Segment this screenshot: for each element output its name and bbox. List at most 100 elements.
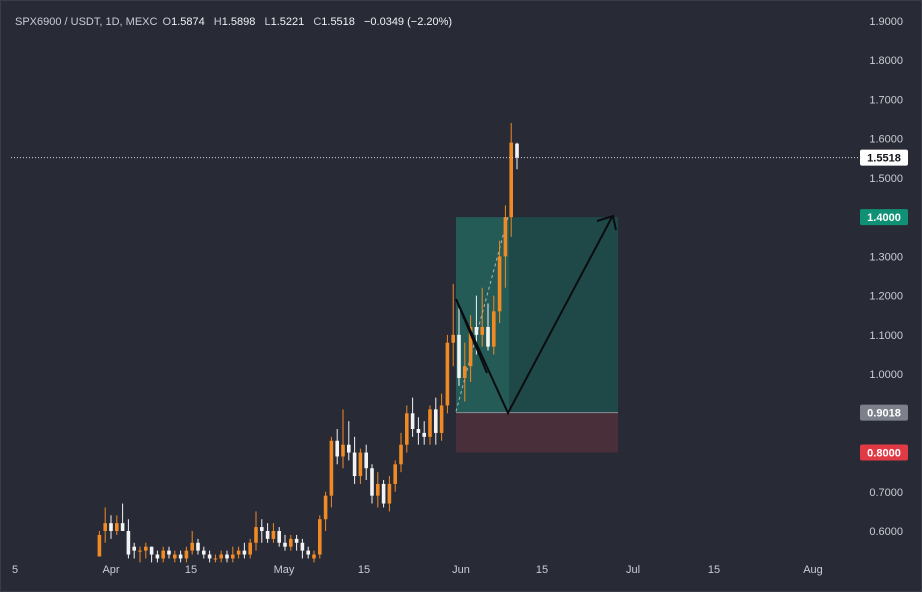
candle-body bbox=[393, 464, 397, 484]
candle-body bbox=[196, 542, 200, 551]
candle-body bbox=[358, 452, 363, 477]
candle-body bbox=[381, 483, 386, 504]
candle-body bbox=[109, 523, 113, 531]
projection-path[interactable] bbox=[455, 216, 613, 416]
candle-body bbox=[410, 413, 415, 429]
low-value: 1.5221 bbox=[270, 16, 305, 28]
candle-body bbox=[236, 550, 241, 555]
candle-body bbox=[254, 527, 258, 543]
candle-body bbox=[352, 452, 357, 477]
y-tick-label: 1.2000 bbox=[869, 291, 903, 303]
candle-body bbox=[509, 142, 513, 218]
x-tick-label: 15 bbox=[358, 564, 370, 576]
candle-body bbox=[178, 554, 183, 559]
candle-body bbox=[225, 554, 229, 559]
y-tick-label: 1.0000 bbox=[869, 369, 903, 381]
candle-body bbox=[468, 327, 473, 367]
x-tick-label: Jul bbox=[626, 564, 640, 576]
symbol-label: SPX6900 / USDT, 1D, MEXC bbox=[15, 16, 158, 28]
candle-body bbox=[97, 534, 102, 557]
target-price-label: 1.4000 bbox=[867, 212, 901, 224]
candle-body bbox=[231, 554, 235, 559]
x-tick-label: 15 bbox=[708, 564, 720, 576]
candle-body bbox=[480, 327, 484, 335]
change-value: −0.0349 (−2.20%) bbox=[363, 16, 453, 28]
candle-body bbox=[428, 409, 432, 437]
last-price-badge bbox=[860, 149, 908, 166]
candle-body bbox=[184, 550, 189, 559]
candle-body bbox=[457, 334, 461, 378]
candle-body bbox=[126, 531, 131, 555]
candle-body bbox=[405, 413, 409, 445]
entry-price-badge bbox=[860, 404, 908, 421]
candle-body bbox=[132, 546, 136, 551]
candle-body bbox=[144, 546, 148, 551]
stop-price-label: 0.8000 bbox=[867, 448, 901, 460]
candle-body bbox=[294, 538, 299, 543]
close-value: 1.5518 bbox=[321, 16, 355, 28]
chart-legend: SPX6900 / USDT, 1D, MEXC O1.5874 H1.5898… bbox=[15, 16, 458, 28]
candle-body bbox=[341, 444, 345, 457]
y-tick-label: 1.5000 bbox=[869, 173, 903, 185]
entry-price-label: 0.9018 bbox=[867, 408, 901, 420]
candle-body bbox=[329, 440, 334, 496]
candle-body bbox=[439, 405, 444, 433]
candle-body bbox=[463, 366, 467, 378]
candle-body bbox=[376, 483, 380, 496]
candle-body bbox=[364, 452, 368, 469]
x-tick-label: Apr bbox=[102, 564, 119, 576]
candle-body bbox=[486, 327, 490, 347]
projection-arrowhead bbox=[596, 214, 617, 231]
candle-body bbox=[323, 495, 328, 520]
y-tick-label: 1.9000 bbox=[869, 16, 903, 28]
x-tick-label: 15 bbox=[185, 564, 197, 576]
x-tick-label: Aug bbox=[803, 564, 823, 576]
candle-body bbox=[445, 342, 450, 406]
candle-body bbox=[248, 542, 252, 555]
y-tick-label: 1.1000 bbox=[869, 330, 903, 342]
high-value: 1.5898 bbox=[221, 16, 256, 28]
candle-body bbox=[515, 143, 519, 158]
loss-zone[interactable] bbox=[456, 412, 618, 453]
candle-body bbox=[149, 546, 154, 555]
candle-body bbox=[271, 531, 276, 539]
candle-body bbox=[120, 523, 125, 531]
y-tick-label: 0.6000 bbox=[869, 526, 903, 538]
candle-body bbox=[190, 542, 194, 551]
stop-price-badge bbox=[860, 444, 908, 461]
candle-body bbox=[416, 429, 421, 433]
x-tick-label: 15 bbox=[536, 564, 548, 576]
candle-body bbox=[474, 327, 479, 335]
high-label: H bbox=[213, 16, 222, 28]
y-tick-label: 0.7000 bbox=[869, 487, 903, 499]
candle-body bbox=[451, 334, 455, 343]
candle-body bbox=[300, 542, 305, 551]
candle-body bbox=[318, 519, 322, 555]
candle-body bbox=[370, 468, 374, 496]
candle-body bbox=[242, 550, 247, 555]
y-tick-label: 1.3000 bbox=[869, 251, 903, 263]
low-label: L bbox=[264, 16, 271, 28]
candle-body bbox=[202, 550, 206, 555]
candle-body bbox=[306, 550, 310, 555]
candle-body bbox=[207, 554, 212, 559]
plot-area bbox=[1, 1, 859, 553]
candle-body bbox=[503, 217, 508, 257]
y-tick-label: 1.7000 bbox=[869, 94, 903, 106]
x-tick-label: Jun bbox=[452, 564, 470, 576]
candle-body bbox=[161, 550, 165, 559]
candle-body bbox=[173, 554, 177, 559]
candle-body bbox=[422, 432, 426, 437]
candle-body bbox=[399, 444, 403, 465]
x-tick-label: 5 bbox=[12, 564, 18, 576]
target-price-badge bbox=[860, 209, 908, 226]
candle-body bbox=[283, 542, 287, 547]
candle-body bbox=[115, 523, 119, 531]
x-tick-label: May bbox=[274, 564, 295, 576]
candle-body bbox=[219, 554, 223, 559]
open-value: 1.5874 bbox=[171, 16, 205, 28]
candle-body bbox=[277, 531, 281, 543]
candle-body bbox=[497, 256, 502, 312]
